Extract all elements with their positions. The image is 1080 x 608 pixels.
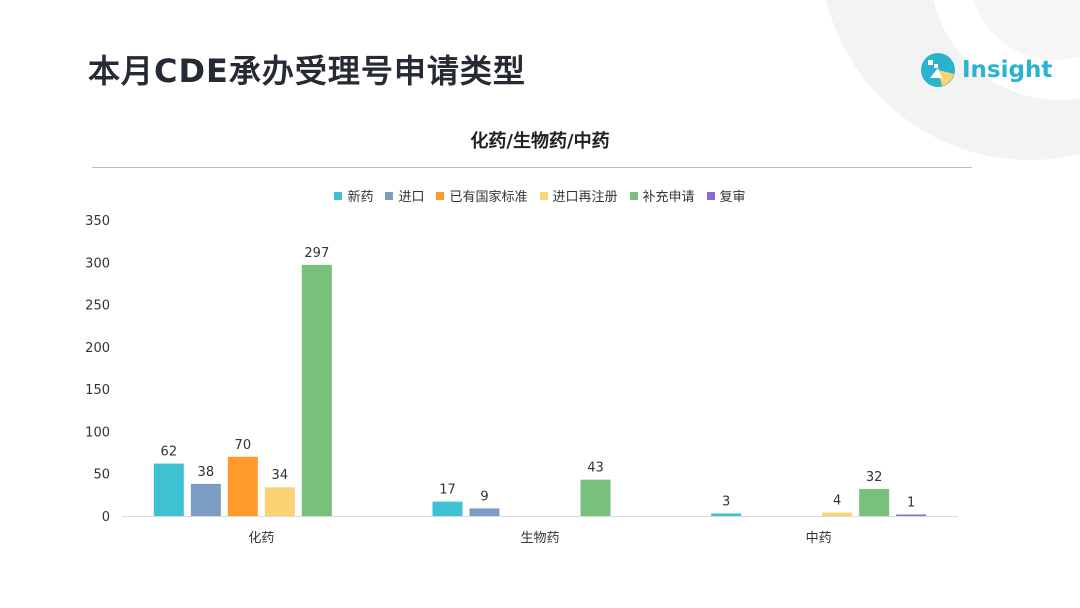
legend-swatch [385,191,394,200]
y-tick-label: 100 [85,425,110,440]
data-label: 70 [235,438,252,453]
insight-logo: Insight [920,52,1052,88]
corner-decoration [780,0,1080,170]
x-tick-label: 化药 [248,531,274,546]
legend-label: 补充申请 [642,190,695,205]
legend-item: 补充申请 [629,186,695,205]
legend-swatch [629,191,638,200]
y-tick-label: 200 [85,341,110,356]
legend-swatch [706,191,715,200]
y-tick-label: 50 [93,468,110,483]
legend-label: 已有国家标准 [449,190,528,205]
bar [469,508,500,516]
y-tick-label: 150 [85,383,110,398]
data-label: 17 [439,483,456,498]
data-label: 34 [272,468,289,483]
legend-item: 已有国家标准 [436,186,528,205]
y-tick-label: 350 [85,214,110,229]
data-label: 4 [833,494,841,509]
data-label: 38 [198,465,215,480]
bar [822,512,853,516]
chart-legend: 新药 进口 已有国家标准 进口再注册 补充申请 复审 [0,186,1080,205]
insight-logo-icon [921,53,955,87]
bar [432,501,463,516]
data-label: 1 [907,496,915,511]
legend-swatch [334,191,343,200]
legend-item: 进口 [385,186,424,205]
legend-label: 进口 [398,190,425,205]
legend-item: 新药 [334,186,373,205]
page-title: 本月CDE承办受理号申请类型 [88,52,526,90]
x-tick-label: 中药 [806,531,832,546]
bar [711,513,742,516]
data-label: 43 [587,461,604,476]
x-tick-label: 生物药 [520,531,559,546]
bar [301,264,332,516]
legend-swatch [539,191,548,200]
data-label: 32 [866,470,883,485]
y-tick-label: 0 [102,510,110,525]
data-label: 62 [161,445,178,460]
bar [227,456,258,516]
legend-item: 复审 [706,186,746,205]
data-label: 9 [480,489,488,504]
bar [896,514,927,516]
bar [264,487,295,516]
legend-label: 进口再注册 [552,190,618,205]
y-tick-label: 250 [85,299,110,314]
legend-item: 进口再注册 [539,186,618,205]
data-label: 3 [722,494,730,509]
data-label: 297 [304,246,329,261]
legend-swatch [436,191,445,200]
title-divider [92,167,972,168]
legend-label: 复审 [719,190,746,205]
legend-label: 新药 [347,190,374,205]
bar [153,463,184,516]
bar [580,479,611,516]
bar [190,483,221,516]
y-tick-label: 300 [85,256,110,271]
logo-text: Insight [962,57,1053,83]
chart-title: 化药/生物药/中药 [470,131,610,152]
bar [859,488,890,516]
